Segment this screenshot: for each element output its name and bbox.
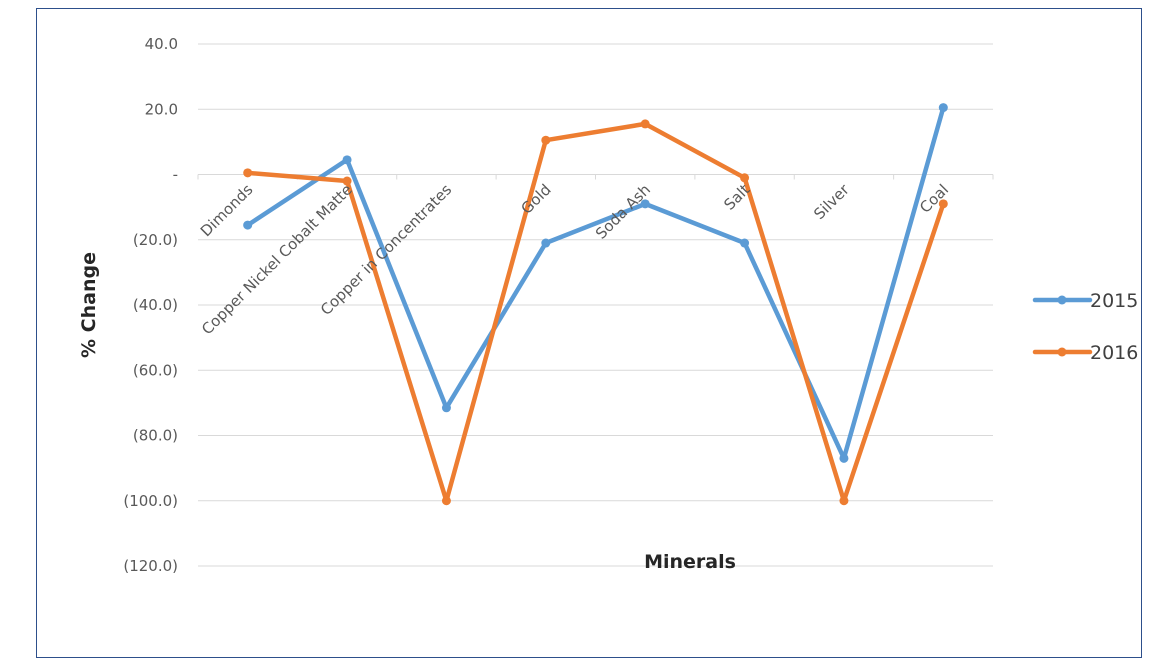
data-point-2015 <box>640 199 650 209</box>
y-tick-label: - <box>173 166 178 184</box>
legend-marker-2015 <box>1057 295 1067 305</box>
y-tick-label: 40.0 <box>145 35 178 53</box>
data-point-2015 <box>441 403 451 413</box>
data-point-2015 <box>342 155 352 165</box>
legend-marker-2016 <box>1057 347 1067 357</box>
y-tick-label: (20.0) <box>133 231 178 249</box>
series-line-2015 <box>245 105 946 461</box>
y-tick-label: (80.0) <box>133 427 178 445</box>
x-axis-title: Minerals <box>644 551 736 573</box>
data-point-2016 <box>342 176 352 186</box>
category-label: Soda Ash <box>592 181 654 243</box>
data-point-2015 <box>839 453 849 463</box>
series-line-2016 <box>245 121 946 504</box>
data-point-2016 <box>243 168 253 178</box>
data-point-2015 <box>541 238 551 248</box>
y-tick-label: (40.0) <box>133 296 178 314</box>
y-axis-title: % Change <box>78 252 100 358</box>
y-tick-label: (100.0) <box>123 492 178 510</box>
data-point-2016 <box>441 496 451 506</box>
y-tick-label: 20.0 <box>145 100 178 118</box>
data-point-2016 <box>740 173 750 183</box>
data-point-2016 <box>541 135 551 145</box>
category-label: Gold <box>518 181 555 218</box>
data-point-2016 <box>938 199 948 209</box>
data-point-2015 <box>938 103 948 113</box>
category-label: Dimonds <box>197 180 257 240</box>
series-lines <box>243 103 948 506</box>
y-tick-label: (60.0) <box>133 361 178 379</box>
legend-label-2015: 2015 <box>1090 290 1138 312</box>
data-point-2016 <box>839 496 849 506</box>
category-label: Silver <box>810 180 853 223</box>
data-point-2015 <box>740 238 750 248</box>
data-point-2016 <box>640 119 650 129</box>
legend-label-2016: 2016 <box>1090 342 1138 364</box>
gridlines <box>197 43 994 567</box>
legend: 2015 2016 <box>1032 290 1138 364</box>
data-point-2015 <box>243 220 253 230</box>
chart-frame <box>36 8 1142 658</box>
y-tick-label: (120.0) <box>123 557 178 575</box>
y-tick-labels: 40.0 20.0 - (20.0) (40.0) (60.0) (80.0) (100.0)… <box>123 35 178 575</box>
line-chart: 40.0 20.0 - (20.0) (40.0) (60.0) (80.0) (100.0)… <box>78 35 1138 575</box>
